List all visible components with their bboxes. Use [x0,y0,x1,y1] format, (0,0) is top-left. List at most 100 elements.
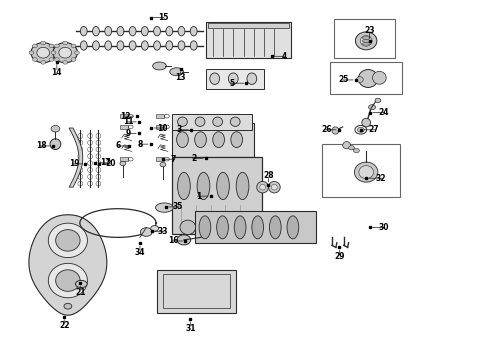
Text: 26: 26 [321,125,332,134]
Text: 30: 30 [378,223,389,232]
Ellipse shape [176,132,188,148]
Ellipse shape [64,303,72,309]
Ellipse shape [29,51,34,54]
Ellipse shape [142,27,148,36]
Ellipse shape [71,44,76,48]
Ellipse shape [362,118,370,127]
Bar [206,22,292,58]
Ellipse shape [230,117,240,126]
Bar [156,125,164,129]
Ellipse shape [228,73,238,85]
Ellipse shape [287,216,299,239]
Ellipse shape [53,42,77,63]
Ellipse shape [41,60,46,64]
Ellipse shape [180,220,196,234]
Ellipse shape [195,117,205,126]
Ellipse shape [63,41,68,45]
Bar [157,270,236,313]
Ellipse shape [252,216,264,239]
Ellipse shape [343,141,350,149]
Text: 15: 15 [158,13,168,22]
Ellipse shape [190,41,197,50]
Text: 4: 4 [281,52,287,61]
Text: 23: 23 [365,26,375,35]
Text: 28: 28 [263,171,274,180]
Ellipse shape [129,41,136,50]
Text: 12: 12 [121,112,131,121]
Ellipse shape [54,44,59,48]
Ellipse shape [141,228,152,236]
Text: 1: 1 [196,192,201,201]
Ellipse shape [357,127,364,132]
Ellipse shape [32,58,37,61]
Ellipse shape [178,41,185,50]
Ellipse shape [213,117,222,126]
Text: 14: 14 [51,68,62,77]
Bar [120,114,128,118]
Ellipse shape [372,71,386,84]
Text: 10: 10 [157,123,167,132]
Ellipse shape [236,172,249,199]
Bar [322,144,400,197]
Text: 35: 35 [173,202,183,211]
Ellipse shape [362,37,370,40]
Ellipse shape [49,264,87,298]
Ellipse shape [260,184,266,190]
Bar [208,23,289,28]
Ellipse shape [359,166,373,179]
Ellipse shape [74,51,79,54]
Text: 18: 18 [36,141,47,150]
Polygon shape [69,128,83,187]
Ellipse shape [54,58,59,61]
Ellipse shape [63,60,68,64]
Ellipse shape [177,117,187,126]
Text: 8: 8 [137,140,143,149]
Bar [172,114,252,130]
Ellipse shape [178,27,185,36]
Ellipse shape [154,41,160,50]
Ellipse shape [166,41,172,50]
Ellipse shape [51,51,56,54]
Ellipse shape [49,223,87,258]
Bar [163,274,230,309]
Text: 13: 13 [175,73,186,82]
Text: 31: 31 [185,324,196,333]
Text: 2: 2 [191,154,196,163]
Ellipse shape [51,126,60,132]
Ellipse shape [375,98,381,103]
Ellipse shape [49,58,54,61]
Bar [120,125,128,129]
Text: 27: 27 [368,125,379,134]
Ellipse shape [49,44,54,48]
Ellipse shape [105,41,112,50]
Ellipse shape [368,105,375,110]
Ellipse shape [93,27,99,36]
Ellipse shape [247,73,257,85]
Ellipse shape [170,68,183,76]
Ellipse shape [151,226,159,231]
Ellipse shape [362,42,370,45]
Ellipse shape [332,127,339,134]
Text: 11: 11 [123,117,133,126]
Ellipse shape [117,41,124,50]
Ellipse shape [353,148,359,153]
Ellipse shape [217,172,229,199]
Text: 33: 33 [158,227,168,236]
Ellipse shape [199,216,211,239]
Text: 19: 19 [69,159,80,168]
Ellipse shape [80,41,87,50]
Text: 9: 9 [125,129,131,138]
Ellipse shape [234,216,246,239]
Text: 5: 5 [229,79,234,88]
Ellipse shape [355,32,377,50]
Ellipse shape [354,162,378,182]
Ellipse shape [177,235,191,245]
Ellipse shape [52,51,57,54]
Ellipse shape [41,41,46,45]
Bar [120,157,128,161]
Ellipse shape [59,47,72,58]
Ellipse shape [120,161,126,166]
Ellipse shape [160,162,166,167]
Ellipse shape [210,73,220,85]
Ellipse shape [80,27,87,36]
